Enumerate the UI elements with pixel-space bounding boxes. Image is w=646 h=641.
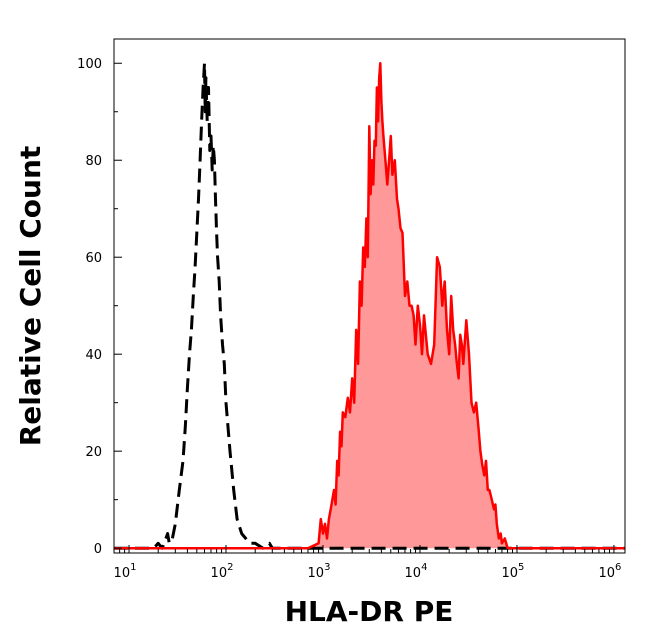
y-axis: 0 20 40 60 80 100 — [77, 57, 122, 557]
x-tick-label: 101 — [114, 562, 137, 581]
x-tick-label: 103 — [308, 562, 331, 581]
x-tick-label: 105 — [502, 562, 525, 581]
y-tick-label: 0 — [94, 542, 102, 557]
y-tick-label: 80 — [85, 154, 102, 169]
x-axis: 101 102 103 104 105 106 — [113, 545, 621, 581]
series-0-line — [114, 61, 625, 550]
x-tick-label: 102 — [211, 562, 234, 581]
x-tick-label: 106 — [598, 562, 621, 581]
x-axis-title: HLA-DR PE — [285, 595, 454, 628]
plot-fill-layer — [114, 63, 625, 549]
series-1-area — [114, 63, 625, 549]
series-1-line — [114, 61, 625, 550]
y-axis-title: Relative Cell Count — [14, 146, 47, 447]
plot-line-layer — [114, 61, 625, 550]
y-tick-label: 100 — [77, 57, 102, 72]
y-tick-label: 40 — [85, 348, 102, 363]
y-tick-label: 60 — [85, 251, 102, 266]
x-tick-label: 104 — [405, 562, 428, 581]
y-tick-label: 20 — [85, 445, 102, 460]
